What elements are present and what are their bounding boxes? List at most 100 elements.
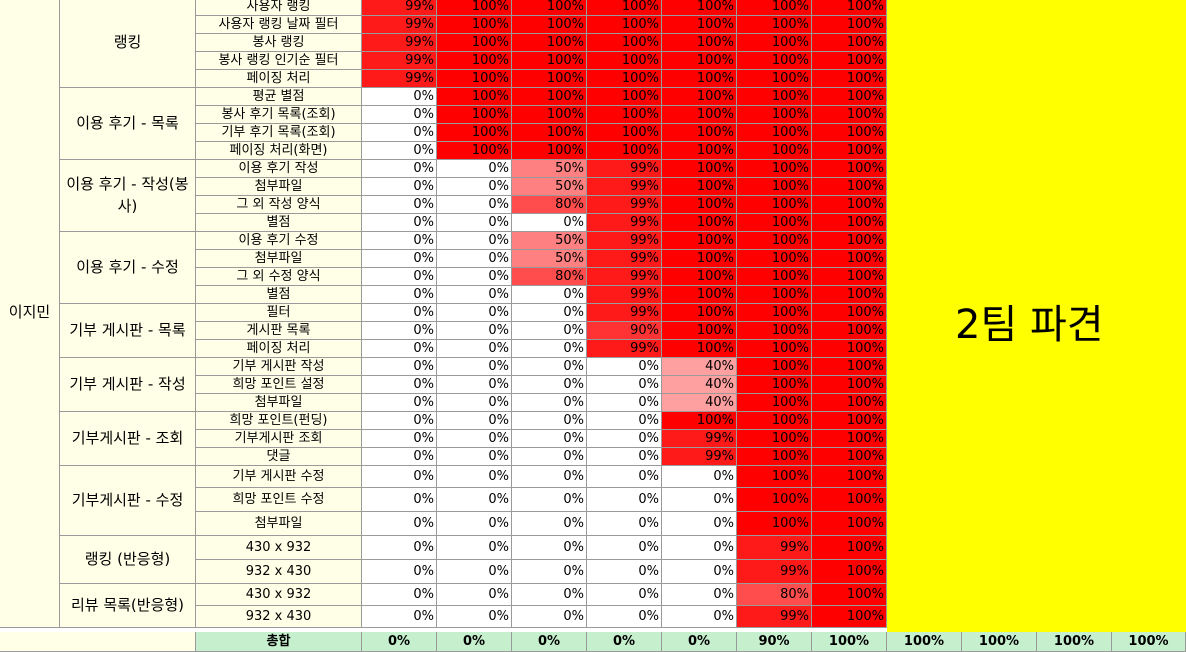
group-cell[interactable]: 이용 후기 - 작성(봉사) [60,160,196,232]
progress-cell[interactable]: 99% [587,286,662,304]
progress-cell[interactable]: 0% [662,466,737,488]
progress-cell[interactable]: 0% [512,448,587,466]
progress-cell[interactable]: 0% [587,536,662,560]
feature-cell[interactable]: 430 x 932 [196,536,362,560]
progress-cell[interactable]: 100% [512,124,587,142]
progress-cell[interactable]: 99% [587,178,662,196]
feature-cell[interactable]: 게시판 목록 [196,322,362,340]
group-cell[interactable]: 이용 후기 - 목록 [60,88,196,160]
progress-cell[interactable]: 100% [512,106,587,124]
progress-cell[interactable]: 100% [812,286,887,304]
progress-cell[interactable]: 100% [662,322,737,340]
feature-cell[interactable]: 첨부파일 [196,178,362,196]
progress-cell[interactable]: 100% [812,412,887,430]
progress-cell[interactable]: 0% [437,394,512,412]
progress-cell[interactable]: 100% [737,340,812,358]
feature-cell[interactable]: 페이징 처리 [196,340,362,358]
progress-cell[interactable]: 100% [512,34,587,52]
progress-cell[interactable]: 50% [512,178,587,196]
progress-cell[interactable]: 50% [512,232,587,250]
progress-cell[interactable]: 0% [587,466,662,488]
progress-cell[interactable]: 0% [587,376,662,394]
owner-cell-total-row[interactable] [0,632,196,652]
progress-cell[interactable]: 100% [437,88,512,106]
progress-cell[interactable]: 0% [512,394,587,412]
progress-cell[interactable]: 0% [437,536,512,560]
progress-cell[interactable]: 100% [437,0,512,16]
progress-cell[interactable]: 0% [512,286,587,304]
feature-cell[interactable]: 932 x 430 [196,606,362,628]
progress-cell[interactable]: 99% [587,232,662,250]
progress-cell[interactable]: 0% [512,376,587,394]
progress-cell[interactable]: 50% [512,250,587,268]
progress-cell[interactable]: 0% [362,412,437,430]
progress-cell[interactable]: 100% [662,106,737,124]
progress-cell[interactable]: 99% [662,448,737,466]
progress-cell[interactable]: 0% [437,448,512,466]
progress-cell[interactable]: 0% [437,430,512,448]
progress-cell[interactable]: 100% [812,88,887,106]
progress-cell[interactable]: 100% [662,214,737,232]
progress-cell[interactable]: 0% [437,488,512,512]
progress-cell[interactable]: 0% [362,106,437,124]
progress-cell[interactable]: 0% [437,250,512,268]
progress-cell[interactable]: 100% [662,124,737,142]
progress-cell[interactable]: 100% [437,124,512,142]
progress-cell[interactable]: 0% [362,560,437,584]
progress-cell[interactable]: 0% [587,448,662,466]
progress-cell[interactable]: 100% [587,52,662,70]
progress-cell[interactable]: 100% [662,304,737,322]
progress-cell[interactable]: 100% [812,196,887,214]
total-cell[interactable]: 0% [587,632,662,652]
progress-cell[interactable]: 0% [362,448,437,466]
progress-cell[interactable]: 100% [812,250,887,268]
progress-cell[interactable]: 0% [512,340,587,358]
progress-cell[interactable]: 0% [512,536,587,560]
progress-cell[interactable]: 99% [587,304,662,322]
progress-cell[interactable]: 0% [512,214,587,232]
progress-cell[interactable]: 100% [812,34,887,52]
progress-cell[interactable]: 100% [737,448,812,466]
progress-cell[interactable]: 0% [437,466,512,488]
progress-cell[interactable]: 100% [812,340,887,358]
progress-cell[interactable]: 0% [512,322,587,340]
progress-cell[interactable]: 80% [512,196,587,214]
progress-cell[interactable]: 100% [662,16,737,34]
feature-cell[interactable]: 희망 포인트(펀딩) [196,412,362,430]
progress-cell[interactable]: 80% [737,584,812,606]
progress-cell[interactable]: 100% [812,124,887,142]
progress-cell[interactable]: 99% [587,160,662,178]
progress-cell[interactable]: 100% [662,178,737,196]
group-cell[interactable]: 기부 게시판 - 목록 [60,304,196,358]
progress-cell[interactable]: 0% [362,160,437,178]
feature-cell[interactable]: 별점 [196,214,362,232]
progress-cell[interactable]: 0% [512,584,587,606]
progress-cell[interactable]: 100% [812,560,887,584]
feature-cell[interactable]: 이용 후기 수정 [196,232,362,250]
total-cell[interactable]: 0% [662,632,737,652]
progress-cell[interactable]: 100% [812,466,887,488]
feature-cell[interactable]: 기부 게시판 수정 [196,466,362,488]
progress-cell[interactable]: 100% [737,268,812,286]
progress-cell[interactable]: 0% [437,358,512,376]
progress-cell[interactable]: 100% [812,232,887,250]
progress-cell[interactable]: 99% [362,70,437,88]
progress-cell[interactable]: 0% [437,160,512,178]
progress-cell[interactable]: 100% [737,304,812,322]
progress-cell[interactable]: 0% [362,536,437,560]
owner-cell[interactable]: 이지민 [0,0,60,628]
progress-cell[interactable]: 100% [737,412,812,430]
progress-cell[interactable]: 100% [812,376,887,394]
progress-cell[interactable]: 100% [662,88,737,106]
progress-cell[interactable]: 0% [587,430,662,448]
progress-cell[interactable]: 100% [812,394,887,412]
progress-cell[interactable]: 40% [662,376,737,394]
progress-cell[interactable]: 100% [737,52,812,70]
progress-cell[interactable]: 0% [362,250,437,268]
total-cell[interactable]: 0% [437,632,512,652]
feature-cell[interactable]: 첨부파일 [196,250,362,268]
progress-cell[interactable]: 99% [587,196,662,214]
progress-cell[interactable]: 100% [737,70,812,88]
progress-cell[interactable]: 100% [662,0,737,16]
feature-cell[interactable]: 이용 후기 작성 [196,160,362,178]
